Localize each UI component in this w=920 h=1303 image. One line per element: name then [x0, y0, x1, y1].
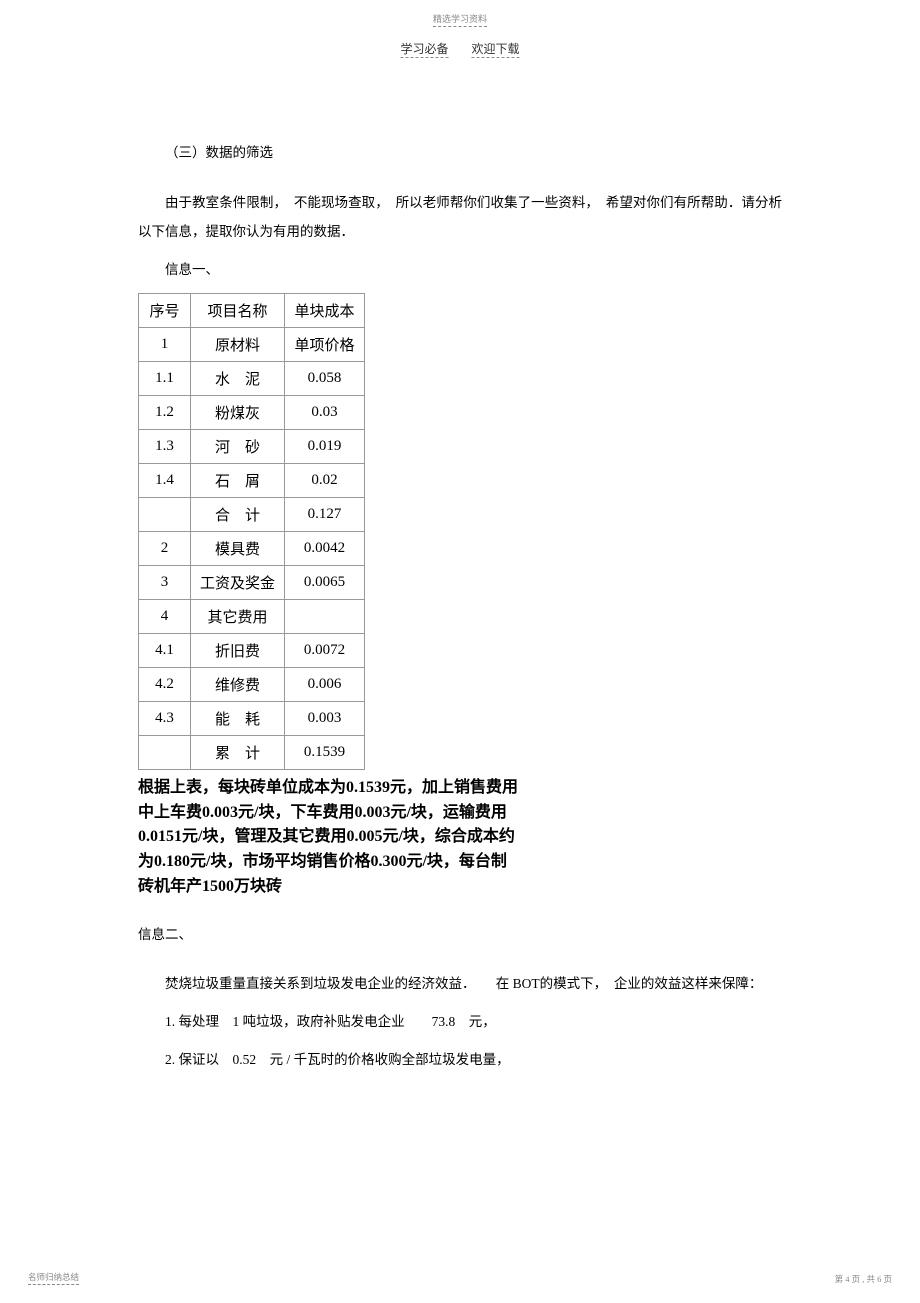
table-row: 1.1水 泥0.058: [139, 361, 365, 395]
table-row: 4.1折旧费0.0072: [139, 633, 365, 667]
cell: 0.0072: [285, 633, 365, 667]
cell: 0.03: [285, 395, 365, 429]
intro-paragraph: 由于教室条件限制， 不能现场查取， 所以老师帮你们收集了一些资料， 希望对你们有…: [138, 188, 782, 247]
section-title: （三）数据的筛选: [138, 138, 782, 168]
table-row: 3工资及奖金0.0065: [139, 565, 365, 599]
cell: 4.2: [139, 667, 191, 701]
cell: 累 计: [191, 735, 285, 769]
cell: 2: [139, 531, 191, 565]
cell: 0.003: [285, 701, 365, 735]
cell: 0.02: [285, 463, 365, 497]
info2-paragraph: 焚烧垃圾重量直接关系到垃圾发电企业的经济效益． 在 BOT的模式下， 企业的效益…: [138, 969, 782, 999]
cell: 其它费用: [191, 599, 285, 633]
th-cost: 单块成本: [285, 293, 365, 327]
footer-left-label: 名师归纳总结: [28, 1271, 79, 1285]
cell: 能 耗: [191, 701, 285, 735]
table-row: 2模具费0.0042: [139, 531, 365, 565]
cost-table: 序号 项目名称 单块成本 1原材料单项价格 1.1水 泥0.058 1.2粉煤灰…: [138, 293, 365, 770]
table-row: 1.3河 砂0.019: [139, 429, 365, 463]
table-row: 4其它费用: [139, 599, 365, 633]
cell: 原材料: [191, 327, 285, 361]
cell: 0.0042: [285, 531, 365, 565]
info2-item2: 2. 保证以 0.52 元 / 千瓦时的价格收购全部垃圾发电量，: [138, 1045, 782, 1075]
table-row: 4.2维修费0.006: [139, 667, 365, 701]
table-row: 4.3能 耗0.003: [139, 701, 365, 735]
cell: [139, 735, 191, 769]
cell: 维修费: [191, 667, 285, 701]
table-row: 1.4石 屑0.02: [139, 463, 365, 497]
cell: 河 砂: [191, 429, 285, 463]
cell: 3: [139, 565, 191, 599]
cell: 模具费: [191, 531, 285, 565]
cell: 0.127: [285, 497, 365, 531]
info2-item1: 1. 每处理 1 吨垃圾，政府补贴发电企业 73.8 元，: [138, 1007, 782, 1037]
cell: 0.006: [285, 667, 365, 701]
table-row: 1原材料单项价格: [139, 327, 365, 361]
cell: 折旧费: [191, 633, 285, 667]
cell: 1: [139, 327, 191, 361]
th-seq: 序号: [139, 293, 191, 327]
document-body: （三）数据的筛选 由于教室条件限制， 不能现场查取， 所以老师帮你们收集了一些资…: [138, 138, 782, 1082]
cell: 0.0065: [285, 565, 365, 599]
cell: 0.058: [285, 361, 365, 395]
info1-label: 信息一、: [138, 255, 782, 285]
cell: 0.1539: [285, 735, 365, 769]
cell: 1.4: [139, 463, 191, 497]
cell: [285, 599, 365, 633]
table-row: 累 计0.1539: [139, 735, 365, 769]
table-row: 合 计0.127: [139, 497, 365, 531]
cell: 工资及奖金: [191, 565, 285, 599]
cell: 4.3: [139, 701, 191, 735]
cell: [139, 497, 191, 531]
cell: 1.3: [139, 429, 191, 463]
table-row: 1.2粉煤灰0.03: [139, 395, 365, 429]
cell: 1.2: [139, 395, 191, 429]
cell: 4.1: [139, 633, 191, 667]
table-header-row: 序号 项目名称 单块成本: [139, 293, 365, 327]
cell: 4: [139, 599, 191, 633]
cell: 单项价格: [285, 327, 365, 361]
header-sub: 学习必备 欢迎下载: [400, 40, 519, 57]
cell: 水 泥: [191, 361, 285, 395]
cell: 合 计: [191, 497, 285, 531]
header-sub-right: 欢迎下载: [472, 42, 520, 58]
footer-right-label: 第 4 页 , 共 6 页: [835, 1273, 892, 1285]
summary-paragraph: 根据上表，每块砖单位成本为0.1539元，加上销售费用中上车费0.003元/块，…: [138, 776, 518, 900]
th-name: 项目名称: [191, 293, 285, 327]
cell: 1.1: [139, 361, 191, 395]
info2-label: 信息二、: [138, 920, 782, 950]
cell: 石 屑: [191, 463, 285, 497]
cell: 0.019: [285, 429, 365, 463]
header-top-label: 精选学习资料: [433, 12, 487, 27]
cell: 粉煤灰: [191, 395, 285, 429]
header-sub-left: 学习必备: [400, 42, 448, 58]
